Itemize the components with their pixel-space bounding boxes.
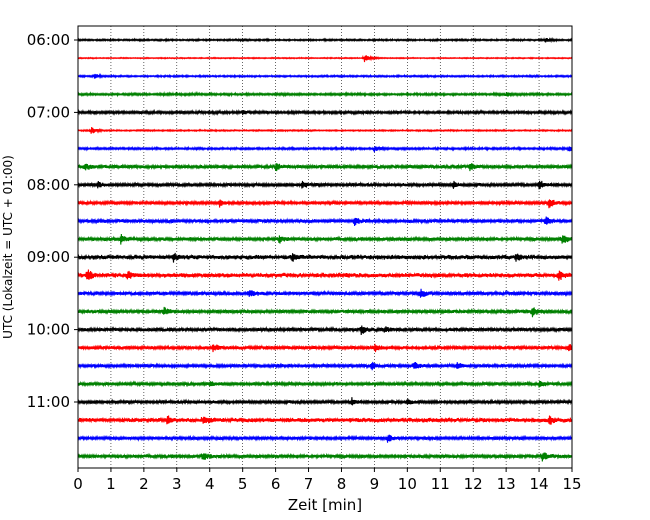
trace-0900: [77, 252, 573, 263]
x-tick-label: 11: [431, 475, 450, 493]
x-tick-label: 13: [497, 475, 516, 493]
seismogram-traces: [77, 36, 573, 462]
x-tick-label: 15: [562, 475, 581, 493]
x-tick-label: 2: [139, 475, 149, 493]
trace-0915: [77, 269, 573, 281]
x-tick-label: 4: [205, 475, 215, 493]
x-tick-label: 7: [304, 475, 314, 493]
x-axis-label: Zeit [min]: [288, 496, 362, 514]
plot-frame: [77, 25, 573, 469]
x-tick-label: 5: [238, 475, 248, 493]
x-tick-label: 9: [370, 475, 380, 493]
trace-1000: [77, 325, 573, 335]
trace-0945: [77, 306, 573, 318]
y-tick-label: 11:00: [27, 393, 70, 411]
x-tick-label: 12: [464, 475, 483, 493]
trace-1045: [77, 380, 573, 388]
x-tick-label: 6: [271, 475, 281, 493]
y-tick-label: 07:00: [27, 103, 70, 121]
y-tick-label: 06:00: [27, 31, 70, 49]
trace-0630: [77, 72, 573, 80]
trace-1130: [77, 434, 573, 443]
x-tick-label: 3: [172, 475, 182, 493]
trace-0845: [77, 234, 573, 245]
trace-0930: [77, 288, 573, 298]
y-axis-label: UTC (Lokalzeit = UTC + 01:00): [1, 155, 15, 339]
x-tick-label: 10: [398, 475, 417, 493]
trace-1030: [77, 361, 573, 371]
trace-0615: [77, 54, 573, 63]
trace-1015: [77, 343, 573, 353]
x-tick-label: 14: [530, 475, 549, 493]
x-tick-label: 1: [106, 475, 116, 493]
trace-1115: [77, 415, 573, 425]
x-tick-label: 8: [337, 475, 347, 493]
trace-0745: [77, 163, 573, 172]
y-tick-label: 10:00: [27, 321, 70, 339]
trace-0715: [77, 126, 573, 134]
trace-0830: [77, 216, 573, 226]
y-tick-label: 09:00: [27, 248, 70, 266]
trace-0800: [77, 180, 573, 190]
x-tick-label: 0: [73, 475, 83, 493]
trace-0700: [77, 108, 573, 116]
trace-0645: [77, 90, 573, 98]
trace-0815: [77, 199, 573, 209]
y-tick-label: 08:00: [27, 176, 70, 194]
trace-0600: [77, 36, 573, 44]
x-axis-ticks: 0 1 2 3 4 5 6 7 8 9 10 11 12 13 14 15: [73, 468, 582, 493]
trace-0730: [77, 145, 573, 153]
trace-1100: [77, 397, 573, 406]
y-axis-ticks: 06:00 07:00 08:00 09:00 10:00 11:00: [27, 31, 78, 411]
trace-1145: [77, 452, 573, 462]
